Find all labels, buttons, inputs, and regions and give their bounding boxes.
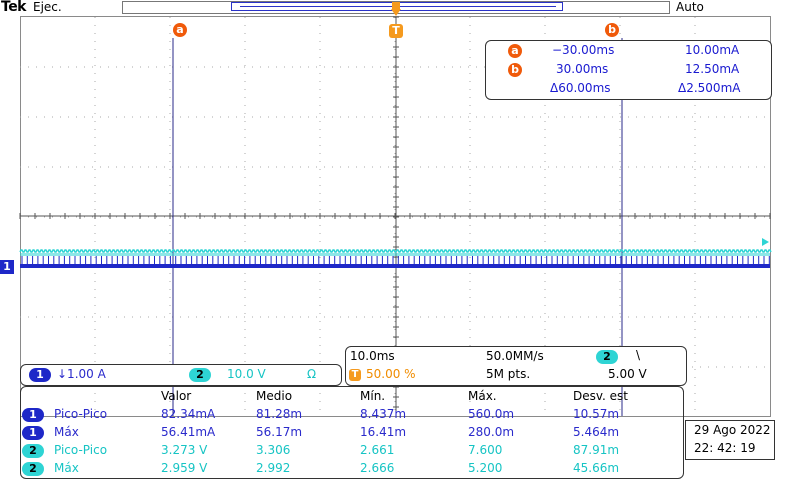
measurement-row-1-name[interactable]: Pico-Pico (54, 407, 108, 421)
measurement-row-3-stddev: 87.91m (573, 443, 620, 457)
measurement-row-3-mean: 3.306 (256, 443, 291, 457)
measurement-row-2-max: 280.0m (468, 425, 515, 439)
cursor-b-time: 30.00ms (556, 62, 609, 76)
measurement-row-4-name[interactable]: Máx (54, 461, 79, 475)
trigger-status: Auto (676, 0, 704, 14)
cursor-a-marker[interactable]: a (173, 23, 187, 37)
acquisition-mode: Ejec. (33, 0, 62, 14)
measurement-row-2-value: 56.41mA (161, 425, 216, 439)
trigger-position-marker (392, 2, 400, 10)
channel1-waveform (20, 256, 770, 268)
column-header-value: Valor (161, 389, 192, 403)
channel2-trace-band (20, 253, 770, 256)
measurement-row-2-stddev: 5.464m (573, 425, 620, 439)
sample-rate: 50.0MM/s (486, 349, 544, 363)
clock-time: 22: 42: 19 (694, 441, 756, 455)
column-header-stddev: Desv. est (573, 389, 629, 403)
measurement-row-1-min: 8.437m (360, 407, 407, 421)
date-day: 29 Ago (694, 423, 737, 437)
measurement-row-4-mean: 2.992 (256, 461, 291, 475)
cursor-readout: a −30.00ms 10.00mA b 30.00ms 12.50mA Δ60… (485, 40, 772, 100)
cursor-b-badge: b (508, 63, 522, 77)
trigger-position-percent[interactable]: 50.00 % (366, 367, 416, 381)
trigger-level[interactable]: 5.00 V (608, 367, 647, 381)
measurement-row-3-value: 3.273 V (161, 443, 208, 457)
cursor-delta-row: Δ60.00ms Δ2.500mA (486, 81, 771, 97)
measurement-row-4-channel: 2 (22, 462, 44, 476)
measurement-row-1-mean: 81.28m (256, 407, 303, 421)
channel1-scale[interactable]: ↓1.00 A (57, 367, 106, 381)
cursor-delta-time: Δ60.00ms (550, 81, 611, 95)
channel2-trace (19, 249, 772, 253)
cursor-delta-value: Δ2.500mA (678, 81, 741, 95)
record-length[interactable]: 5M pts. (486, 367, 531, 381)
date-time-display: 29 Ago 2022 22: 42: 19 (685, 420, 775, 460)
channel2-badge[interactable]: 2 (189, 368, 211, 382)
measurement-row-3-max: 7.600 (468, 443, 503, 457)
column-header-max: Máx. (468, 389, 497, 403)
trigger-position-arrow (391, 9, 401, 16)
measurement-row-2-mean: 56.17m (256, 425, 303, 439)
measurement-row-2-min: 16.41m (360, 425, 407, 439)
measurement-row-1-max: 560.0m (468, 407, 515, 421)
cursor-a-row: a −30.00ms 10.00mA (486, 43, 771, 59)
channel1-ground-marker[interactable]: 1 (0, 260, 14, 274)
measurement-row-2-channel: 1 (22, 426, 44, 440)
measurement-row-1-value: 82.34mA (161, 407, 216, 421)
trigger-marker[interactable]: T (389, 24, 403, 38)
cursor-a-value: 10.00mA (685, 43, 740, 57)
cursor-b-row: b 30.00ms 12.50mA (486, 62, 771, 78)
measurements-table: Valor Medio Mín. Máx. Desv. est 1 Pico-P… (20, 387, 685, 479)
measurement-row-4-stddev: 45.66m (573, 461, 620, 475)
trigger-position-badge: T (349, 369, 361, 381)
column-header-mean: Medio (256, 389, 293, 403)
measurement-row-4-max: 5.200 (468, 461, 503, 475)
cursor-a-time: −30.00ms (552, 43, 615, 57)
channel1-trace-base (20, 264, 770, 268)
channel1-badge[interactable]: 1 (29, 368, 51, 382)
measurement-row-3-name[interactable]: Pico-Pico (54, 443, 108, 457)
timebase-panel: 10.0ms 50.0MM/s 2 \ T 50.00 % 5M pts. 5.… (345, 346, 687, 386)
trigger-slope-icon[interactable]: \ (636, 348, 641, 362)
measurement-row-1-channel: 1 (22, 408, 44, 422)
measurement-row-4-min: 2.666 (360, 461, 395, 475)
channel1-trace-pulses (21, 256, 770, 264)
trigger-source-badge[interactable]: 2 (596, 350, 618, 364)
channel2-waveform (19, 249, 772, 256)
date-year: 2022 (740, 423, 771, 437)
channel2-impedance: Ω (307, 367, 317, 381)
channel2-scale[interactable]: 10.0 V (227, 367, 266, 381)
measurement-row-3-channel: 2 (22, 444, 44, 458)
cursor-b-value: 12.50mA (685, 62, 740, 76)
trigger-level-arrow (762, 238, 769, 246)
channel-settings-panel: 1 ↓1.00 A 2 10.0 V Ω (20, 364, 342, 386)
cursor-a-badge: a (508, 44, 522, 58)
cursor-b-marker[interactable]: b (605, 23, 619, 37)
brand-logo: Tek (1, 0, 27, 15)
column-header-min: Mín. (360, 389, 386, 403)
time-per-division[interactable]: 10.0ms (350, 349, 395, 363)
measurement-row-2-name[interactable]: Máx (54, 425, 79, 439)
measurement-row-3-min: 2.661 (360, 443, 395, 457)
measurement-row-4-value: 2.959 V (161, 461, 208, 475)
measurement-row-1-stddev: 10.57m (573, 407, 620, 421)
